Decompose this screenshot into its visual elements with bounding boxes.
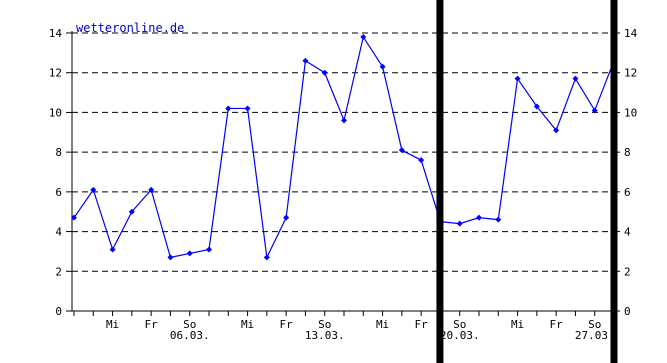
grid-lines xyxy=(72,32,614,272)
y-tick-label-left: 12 xyxy=(49,67,62,80)
y-tick-label-left: 14 xyxy=(49,27,63,40)
x-weekday-label: So xyxy=(453,318,466,331)
y-tick-label-right: 12 xyxy=(624,67,637,80)
data-point xyxy=(321,69,328,76)
data-point xyxy=(186,250,193,257)
x-weekday-label: Fr xyxy=(550,318,564,331)
y-tick-label-right: 0 xyxy=(624,305,631,318)
vertical-marker-bars xyxy=(436,0,618,363)
x-weekday-label: Mi xyxy=(241,318,254,331)
data-point xyxy=(206,246,212,253)
data-point xyxy=(90,186,97,193)
data-point xyxy=(514,75,521,82)
x-weekday-label: Fr xyxy=(415,318,429,331)
data-point xyxy=(533,103,540,110)
y-tick-label-left: 2 xyxy=(55,265,62,278)
axis-labels: 0 0 2 2 4 4 6 6 8 8 10 10 12 12 14 14 Mi Fr So Mi Fr So Mi Fr So… xyxy=(49,27,638,342)
watermark-text: wetteronline.de xyxy=(76,21,184,35)
x-weekday-label: So xyxy=(318,318,331,331)
data-point xyxy=(553,127,560,134)
data-point xyxy=(283,214,290,221)
data-point xyxy=(341,117,347,124)
y-tick-label-right: 14 xyxy=(624,27,638,40)
y-tick-label-left: 10 xyxy=(49,106,62,119)
y-tick-label-right: 4 xyxy=(624,226,631,239)
data-point xyxy=(263,254,270,261)
data-point xyxy=(476,214,482,221)
data-point xyxy=(495,216,502,223)
data-point xyxy=(109,246,116,253)
x-date-label: 20.03. xyxy=(440,329,480,342)
x-date-label: 13.03. xyxy=(305,329,345,342)
data-point xyxy=(148,186,155,193)
data-point xyxy=(398,147,405,154)
x-weekday-label: Mi xyxy=(376,318,389,331)
data-point xyxy=(167,254,174,261)
x-date-label: 06.03. xyxy=(170,329,210,342)
x-weekday-label: Fr xyxy=(280,318,294,331)
y-tick-label-right: 2 xyxy=(624,265,631,278)
y-tick-label-left: 0 xyxy=(55,305,62,318)
y-tick-label-left: 8 xyxy=(55,146,62,159)
x-weekday-label: Mi xyxy=(511,318,524,331)
data-point xyxy=(572,75,579,82)
data-point xyxy=(302,57,309,64)
data-point xyxy=(225,105,232,112)
data-point xyxy=(244,105,251,112)
data-point xyxy=(418,157,425,164)
y-tick-label-right: 10 xyxy=(624,106,637,119)
y-tick-label-right: 8 xyxy=(624,146,631,159)
data-point xyxy=(379,63,386,70)
data-point xyxy=(128,208,135,215)
vertical-marker-bar xyxy=(436,0,444,363)
x-date-label: 27.03. xyxy=(575,329,615,342)
x-weekday-label: So xyxy=(588,318,601,331)
x-weekday-label: Mi xyxy=(106,318,119,331)
y-tick-label-right: 6 xyxy=(624,186,631,199)
data-point xyxy=(591,107,598,114)
y-tick-label-left: 6 xyxy=(55,186,62,199)
data-point xyxy=(71,214,77,221)
x-weekday-label: So xyxy=(183,318,196,331)
x-weekday-label: Fr xyxy=(145,318,159,331)
y-tick-label-left: 4 xyxy=(55,226,62,239)
data-point xyxy=(360,33,367,40)
vertical-marker-bar xyxy=(610,0,618,363)
data-point xyxy=(456,220,463,227)
